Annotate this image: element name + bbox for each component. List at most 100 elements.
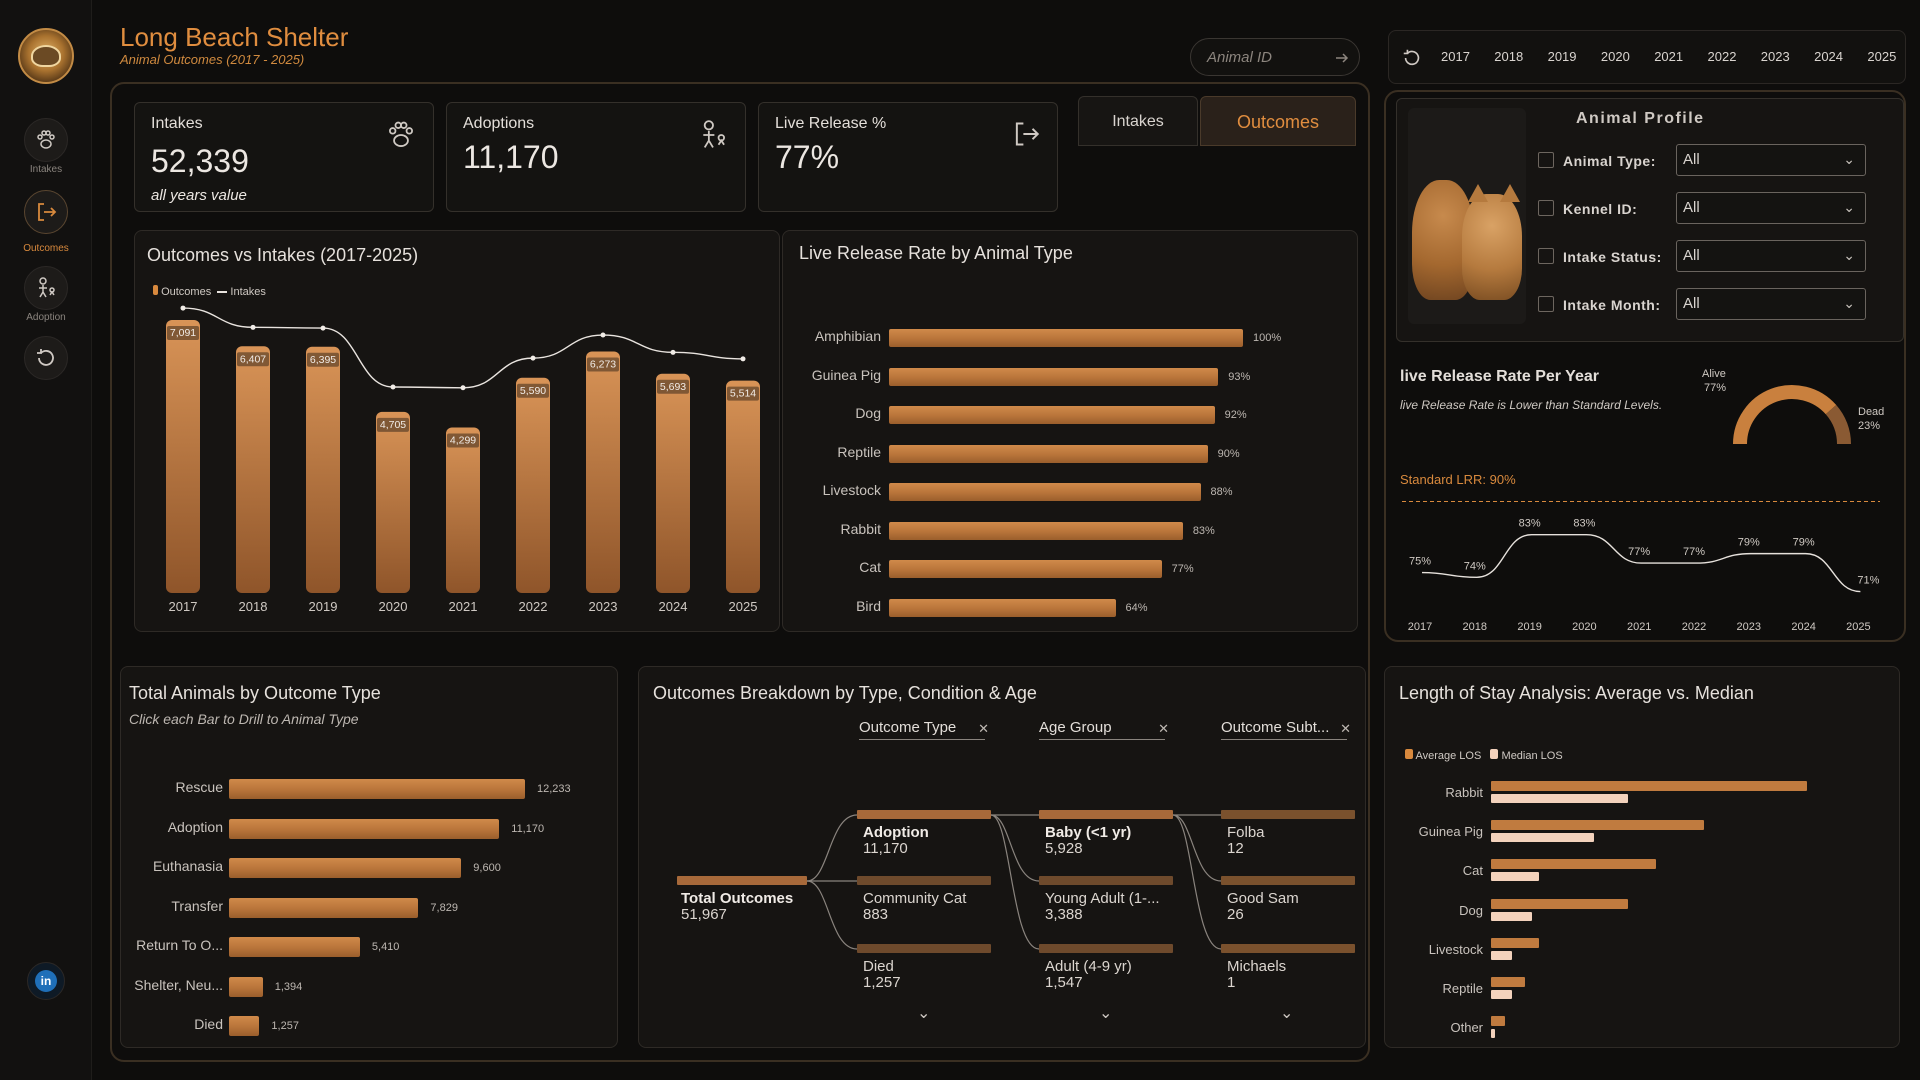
outcome-type-bar[interactable] xyxy=(229,937,360,957)
tree-node-bar xyxy=(1039,810,1173,819)
avg-los-bar[interactable] xyxy=(1491,820,1704,831)
intake-status-select[interactable]: All ⌄ xyxy=(1676,240,1866,272)
category-label: Rabbit xyxy=(1445,785,1483,800)
live-release-bar[interactable] xyxy=(889,406,1215,424)
live-release-bar[interactable] xyxy=(889,560,1162,578)
chart-title: Total Animals by Outcome Type xyxy=(129,683,381,703)
lrr-year-note: live Release Rate is Lower than Standard… xyxy=(1400,398,1663,412)
live-release-bar[interactable] xyxy=(889,483,1201,501)
outcome-type-bar[interactable] xyxy=(229,858,462,878)
outcome-type-bar[interactable] xyxy=(229,897,419,918)
expand-chevron-icon[interactable]: ⌄ xyxy=(1099,1005,1113,1022)
node-value: 11,170 xyxy=(863,840,908,857)
header-outcome-subtype[interactable]: Outcome Subt... ✕ xyxy=(1221,719,1351,740)
expand-chevron-icon[interactable]: ⌄ xyxy=(917,1005,931,1022)
sidebar-reset-button[interactable] xyxy=(24,336,68,380)
expand-chevron-icon[interactable]: ⌄ xyxy=(1280,1005,1294,1022)
sidebar-item-outcomes[interactable] xyxy=(24,190,68,234)
category-label: Other xyxy=(1450,1020,1483,1036)
year-button[interactable]: 2017 xyxy=(1441,49,1470,64)
median-los-bar[interactable] xyxy=(1491,911,1533,921)
year-button[interactable]: 2019 xyxy=(1547,49,1577,64)
year-button[interactable]: 2024 xyxy=(1814,49,1844,64)
lrr-point-label: 71% xyxy=(1857,575,1879,587)
linkedin-button[interactable]: in xyxy=(27,962,65,1000)
x-tick-label: 2023 xyxy=(1737,621,1761,633)
chevron-down-icon: ⌄ xyxy=(1843,247,1855,263)
live-release-bar[interactable] xyxy=(889,329,1243,347)
x-tick-label: 2019 xyxy=(1517,621,1541,633)
close-icon[interactable]: ✕ xyxy=(1340,721,1351,736)
median-los-bar[interactable] xyxy=(1491,950,1512,960)
year-button[interactable]: 2022 xyxy=(1707,49,1737,64)
live-release-bar[interactable] xyxy=(889,444,1208,463)
chart-title: Outcomes vs Intakes (2017-2025) xyxy=(147,245,419,265)
outcome-type-bar[interactable] xyxy=(229,1016,260,1036)
node-label: Baby (<1 yr) xyxy=(1045,824,1132,841)
tree-node-bar xyxy=(857,810,991,819)
category-label: Reptile xyxy=(1442,981,1483,996)
tree-node-died[interactable]: Died 1,257 xyxy=(863,959,901,991)
tree-connectors xyxy=(806,814,1222,950)
median-los-bar[interactable] xyxy=(1491,833,1595,843)
tree-node-young-adult[interactable]: Young Adult (1-... 3,388 xyxy=(1045,891,1160,923)
kennel-id-select[interactable]: All ⌄ xyxy=(1676,192,1866,224)
category-label: Dog xyxy=(1459,902,1483,918)
outcome-bar xyxy=(726,380,760,593)
category-label: Rabbit xyxy=(840,520,881,537)
avg-los-bar[interactable] xyxy=(1491,781,1807,791)
live-release-bar[interactable] xyxy=(889,521,1183,540)
avg-los-bar[interactable] xyxy=(1491,977,1526,987)
live-release-bar[interactable] xyxy=(889,598,1116,617)
close-icon[interactable]: ✕ xyxy=(978,721,989,736)
year-button[interactable]: 2021 xyxy=(1654,49,1684,64)
outcome-bar xyxy=(656,373,690,593)
x-tick-label: 2023 xyxy=(589,599,618,614)
avg-los-bar[interactable] xyxy=(1491,1016,1505,1027)
tree-node-baby[interactable]: Baby (<1 yr) 5,928 xyxy=(1045,825,1131,857)
year-button[interactable]: 2018 xyxy=(1494,49,1524,64)
outcome-type-panel: Total Animals by Outcome Type Click each… xyxy=(120,666,618,1048)
avg-los-bar[interactable] xyxy=(1491,859,1656,870)
sidebar-item-intakes[interactable] xyxy=(24,118,68,162)
animal-id-input[interactable]: Animal ID xyxy=(1207,49,1273,66)
avg-los-bar[interactable] xyxy=(1491,937,1540,948)
median-los-bar[interactable] xyxy=(1491,794,1629,803)
median-los-bar[interactable] xyxy=(1491,1029,1495,1039)
bar-label-bg xyxy=(587,357,619,372)
tree-node-community-cat[interactable]: Community Cat 883 xyxy=(863,891,966,923)
median-los-bar[interactable] xyxy=(1491,872,1540,882)
outcome-type-bar[interactable] xyxy=(229,779,525,799)
outcomes-vs-intakes-panel: Outcomes vs Intakes (2017-2025) Outcomes… xyxy=(134,230,780,632)
animal-id-search[interactable]: Animal ID xyxy=(1190,38,1360,76)
tab-outcomes[interactable]: Outcomes xyxy=(1200,96,1356,146)
intakes-point xyxy=(670,349,676,355)
x-tick-label: 2022 xyxy=(1682,621,1706,633)
tree-node-folba[interactable]: Folba 12 xyxy=(1227,825,1265,857)
node-label: Adoption xyxy=(863,824,929,841)
intake-month-select[interactable]: All ⌄ xyxy=(1676,288,1866,320)
header-age-group[interactable]: Age Group ✕ xyxy=(1039,719,1169,740)
kpi-value: 52,339 xyxy=(151,143,249,179)
tab-label: Intakes xyxy=(1112,113,1164,130)
year-button[interactable]: 2020 xyxy=(1600,49,1630,64)
header-outcome-type[interactable]: Outcome Type ✕ xyxy=(859,719,989,740)
year-button[interactable]: 2023 xyxy=(1760,49,1790,64)
animal-type-select[interactable]: All ⌄ xyxy=(1676,144,1866,176)
tree-node-adoption[interactable]: Adoption 11,170 xyxy=(863,825,929,857)
tree-root[interactable]: Total Outcomes 51,967 xyxy=(681,891,793,923)
reset-icon[interactable] xyxy=(1401,47,1423,69)
median-los-bar[interactable] xyxy=(1491,990,1512,999)
tree-node-michaels[interactable]: Michaels 1 xyxy=(1227,959,1286,991)
avg-los-bar[interactable] xyxy=(1491,898,1629,909)
x-tick-label: 2019 xyxy=(309,599,338,614)
live-release-bar[interactable] xyxy=(889,367,1219,386)
close-icon[interactable]: ✕ xyxy=(1158,721,1169,736)
tree-node-good-sam[interactable]: Good Sam 26 xyxy=(1227,891,1299,923)
outcome-type-bar[interactable] xyxy=(229,976,263,997)
outcome-type-bar[interactable] xyxy=(229,818,500,839)
tab-intakes[interactable]: Intakes xyxy=(1078,96,1198,146)
sidebar-item-adoption[interactable] xyxy=(24,266,68,310)
tree-node-adult[interactable]: Adult (4-9 yr) 1,547 xyxy=(1045,959,1132,991)
year-button[interactable]: 2025 xyxy=(1867,49,1897,64)
